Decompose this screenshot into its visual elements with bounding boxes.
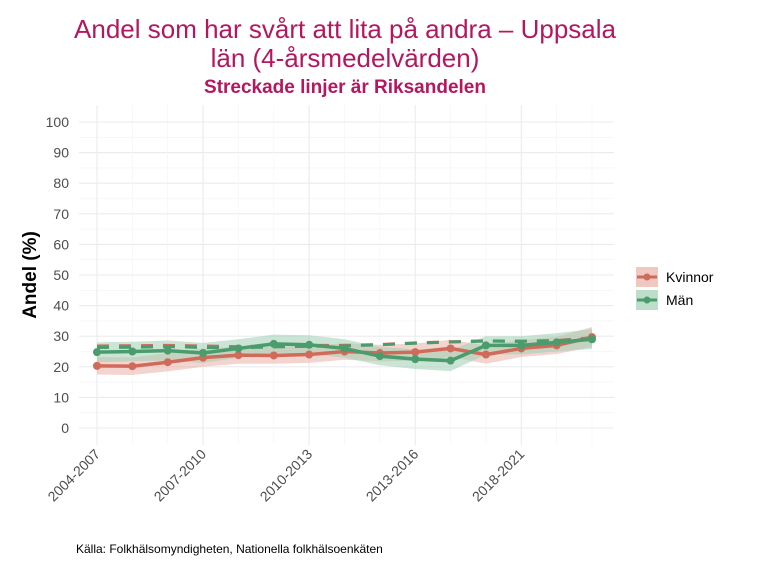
data-point-Män bbox=[199, 349, 208, 358]
data-point-Män bbox=[446, 356, 455, 365]
data-point-Män bbox=[340, 344, 349, 353]
data-point-Män bbox=[517, 341, 526, 350]
data-point-Kvinnor bbox=[481, 350, 490, 359]
y-tick-label: 70 bbox=[53, 206, 69, 222]
legend-label: Kvinnor bbox=[666, 269, 714, 285]
y-tick-label: 60 bbox=[53, 236, 69, 252]
data-point-Kvinnor bbox=[411, 348, 420, 357]
data-point-Män bbox=[269, 339, 278, 348]
y-tick-label: 40 bbox=[53, 298, 69, 314]
y-tick-label: 90 bbox=[53, 145, 69, 161]
data-point-Män bbox=[411, 355, 420, 364]
y-tick-label: 0 bbox=[61, 420, 69, 436]
data-point-Kvinnor bbox=[128, 362, 137, 371]
y-tick-label: 100 bbox=[46, 114, 70, 130]
data-point-Kvinnor bbox=[305, 350, 314, 359]
y-tick-label: 80 bbox=[53, 175, 69, 191]
data-point-Män bbox=[481, 341, 490, 350]
data-point-Män bbox=[588, 335, 596, 344]
source-note: Källa: Folkhälsomyndigheten, Nationella … bbox=[76, 542, 383, 556]
data-point-Män bbox=[163, 346, 172, 355]
x-tick-label: 2010-2013 bbox=[257, 446, 316, 505]
data-point-Kvinnor bbox=[93, 361, 101, 370]
legend-key-point bbox=[643, 273, 651, 281]
chart-subtitle: Streckade linjer är Riksandelen bbox=[204, 77, 486, 98]
legend-label: Män bbox=[666, 292, 693, 308]
data-point-Män bbox=[552, 338, 561, 347]
data-point-Kvinnor bbox=[269, 351, 278, 360]
data-point-Män bbox=[128, 347, 137, 356]
y-tick-label: 10 bbox=[53, 389, 69, 405]
y-axis-label: Andel (%) bbox=[20, 231, 41, 319]
x-tick-label: 2013-2016 bbox=[363, 446, 422, 505]
data-point-Män bbox=[305, 340, 314, 349]
x-tick-label: 2018-2021 bbox=[469, 446, 528, 505]
x-tick-label: 2007-2010 bbox=[151, 446, 210, 505]
data-point-Kvinnor bbox=[163, 358, 172, 367]
data-point-Män bbox=[93, 348, 101, 357]
data-point-Män bbox=[375, 352, 384, 361]
data-point-Kvinnor bbox=[234, 351, 243, 360]
x-tick-label: 2004-2007 bbox=[44, 446, 103, 505]
y-tick-label: 20 bbox=[53, 359, 69, 375]
data-point-Män bbox=[234, 344, 243, 353]
y-tick-label: 50 bbox=[53, 267, 69, 283]
chart-title-line2: län (4-årsmedelvärden) bbox=[210, 43, 480, 73]
data-point-Kvinnor bbox=[446, 344, 455, 353]
legend-key-point bbox=[643, 296, 651, 304]
chart-title-line1: Andel som har svårt att lita på andra – … bbox=[74, 14, 616, 44]
y-tick-label: 30 bbox=[53, 328, 69, 344]
